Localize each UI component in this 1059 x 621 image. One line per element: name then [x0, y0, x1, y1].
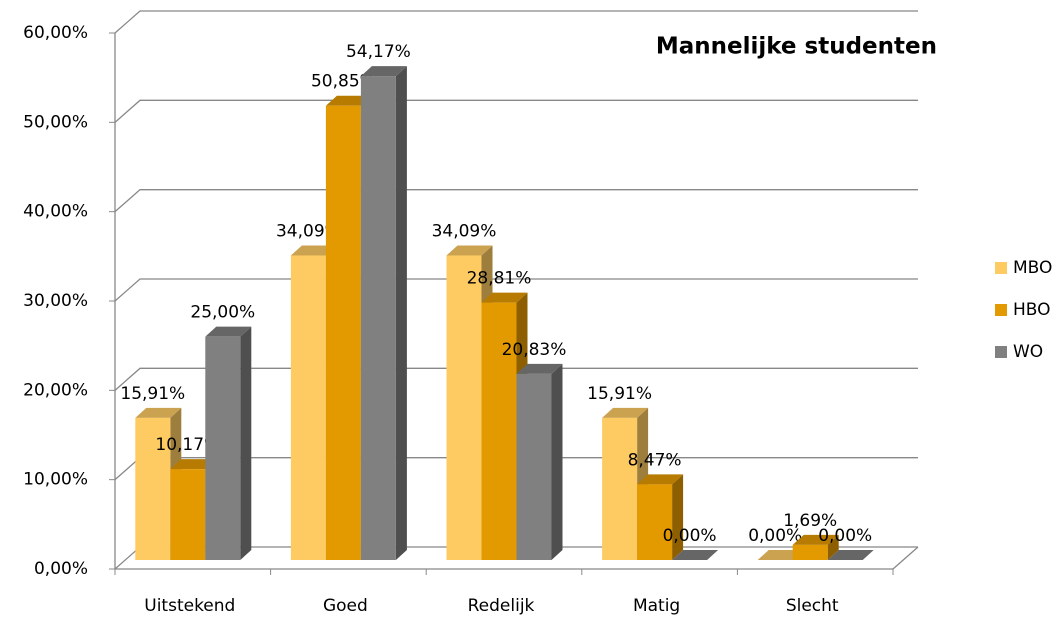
y-tick-label: 40,00% [23, 202, 88, 222]
x-tick-label: Goed [323, 596, 368, 616]
value-label: 15,91% [120, 384, 185, 404]
legend-label: HBO [1013, 300, 1051, 320]
bar-top [827, 550, 874, 560]
value-label: 34,09% [432, 221, 497, 241]
bar-top [516, 363, 563, 374]
bar-top [757, 550, 804, 560]
bar-group [205, 326, 252, 560]
legend-swatch [995, 304, 1007, 316]
value-label: 34,09% [276, 221, 341, 241]
value-label: 0,00% [663, 526, 717, 546]
legend-swatch [995, 262, 1007, 274]
legend-label: MBO [1013, 258, 1052, 278]
bar [602, 417, 638, 560]
grid-line [114, 278, 918, 302]
chart-title: Mannelijke studenten [656, 34, 937, 60]
bar [325, 105, 361, 561]
bar [170, 469, 206, 560]
bar-group [360, 66, 407, 561]
bar [290, 255, 326, 561]
value-label: 0,00% [818, 526, 872, 546]
value-label: 50,85% [311, 72, 376, 92]
bar-top [290, 245, 337, 256]
x-tick-label: Uitstekend [144, 596, 235, 616]
bar-group [757, 550, 804, 560]
value-label: 15,91% [587, 384, 652, 404]
bar-group [672, 550, 719, 560]
x-tick-label: Slecht [786, 596, 839, 616]
bar-top [205, 326, 252, 337]
bar-group [792, 534, 839, 560]
bar [516, 373, 552, 560]
bar-top [135, 407, 182, 418]
bar-side [827, 534, 839, 560]
bar-top [325, 95, 372, 106]
legend-swatch [995, 346, 1007, 358]
bar [637, 484, 673, 560]
legend-label: WO [1013, 342, 1043, 362]
x-tick-label: Redelijk [468, 596, 535, 616]
bar-top [170, 459, 217, 470]
y-tick-label: 0,00% [34, 559, 88, 579]
value-label: 28,81% [467, 269, 532, 289]
bar-group [637, 474, 684, 560]
value-label: 0,00% [748, 526, 802, 546]
bar [446, 255, 482, 561]
bar-top [672, 550, 719, 560]
value-label: 25,00% [190, 303, 255, 323]
value-label: 8,47% [628, 450, 682, 470]
value-label: 1,69% [783, 511, 837, 531]
value-label: 10,17% [155, 435, 220, 455]
bar [205, 336, 241, 560]
bar-side [240, 326, 252, 560]
grid-line [114, 367, 918, 391]
x-tick-label: Matig [633, 596, 680, 616]
grid-line [114, 99, 918, 123]
bar-top [446, 245, 493, 256]
bar-side [551, 363, 563, 560]
bar-top [481, 292, 528, 303]
bar [360, 76, 396, 561]
value-label: 20,83% [502, 340, 567, 360]
bar-side [672, 474, 684, 560]
bar [481, 302, 517, 560]
y-tick-label: 50,00% [23, 112, 88, 132]
grid-line [114, 10, 918, 34]
bar [792, 544, 828, 560]
grid-line [114, 189, 918, 213]
floor-edge [892, 546, 919, 570]
y-tick-label: 60,00% [23, 23, 88, 43]
bar-group [827, 550, 874, 560]
bar-top [360, 66, 407, 77]
y-tick-label: 20,00% [23, 380, 88, 400]
bar [135, 417, 171, 560]
bar-top [637, 474, 684, 485]
bar-side [395, 66, 407, 561]
bar-top [602, 407, 649, 418]
y-tick-label: 10,00% [23, 470, 88, 490]
value-label: 54,17% [346, 42, 411, 62]
bar-top [792, 534, 839, 545]
bar-group [516, 363, 563, 560]
y-tick-label: 30,00% [23, 291, 88, 311]
